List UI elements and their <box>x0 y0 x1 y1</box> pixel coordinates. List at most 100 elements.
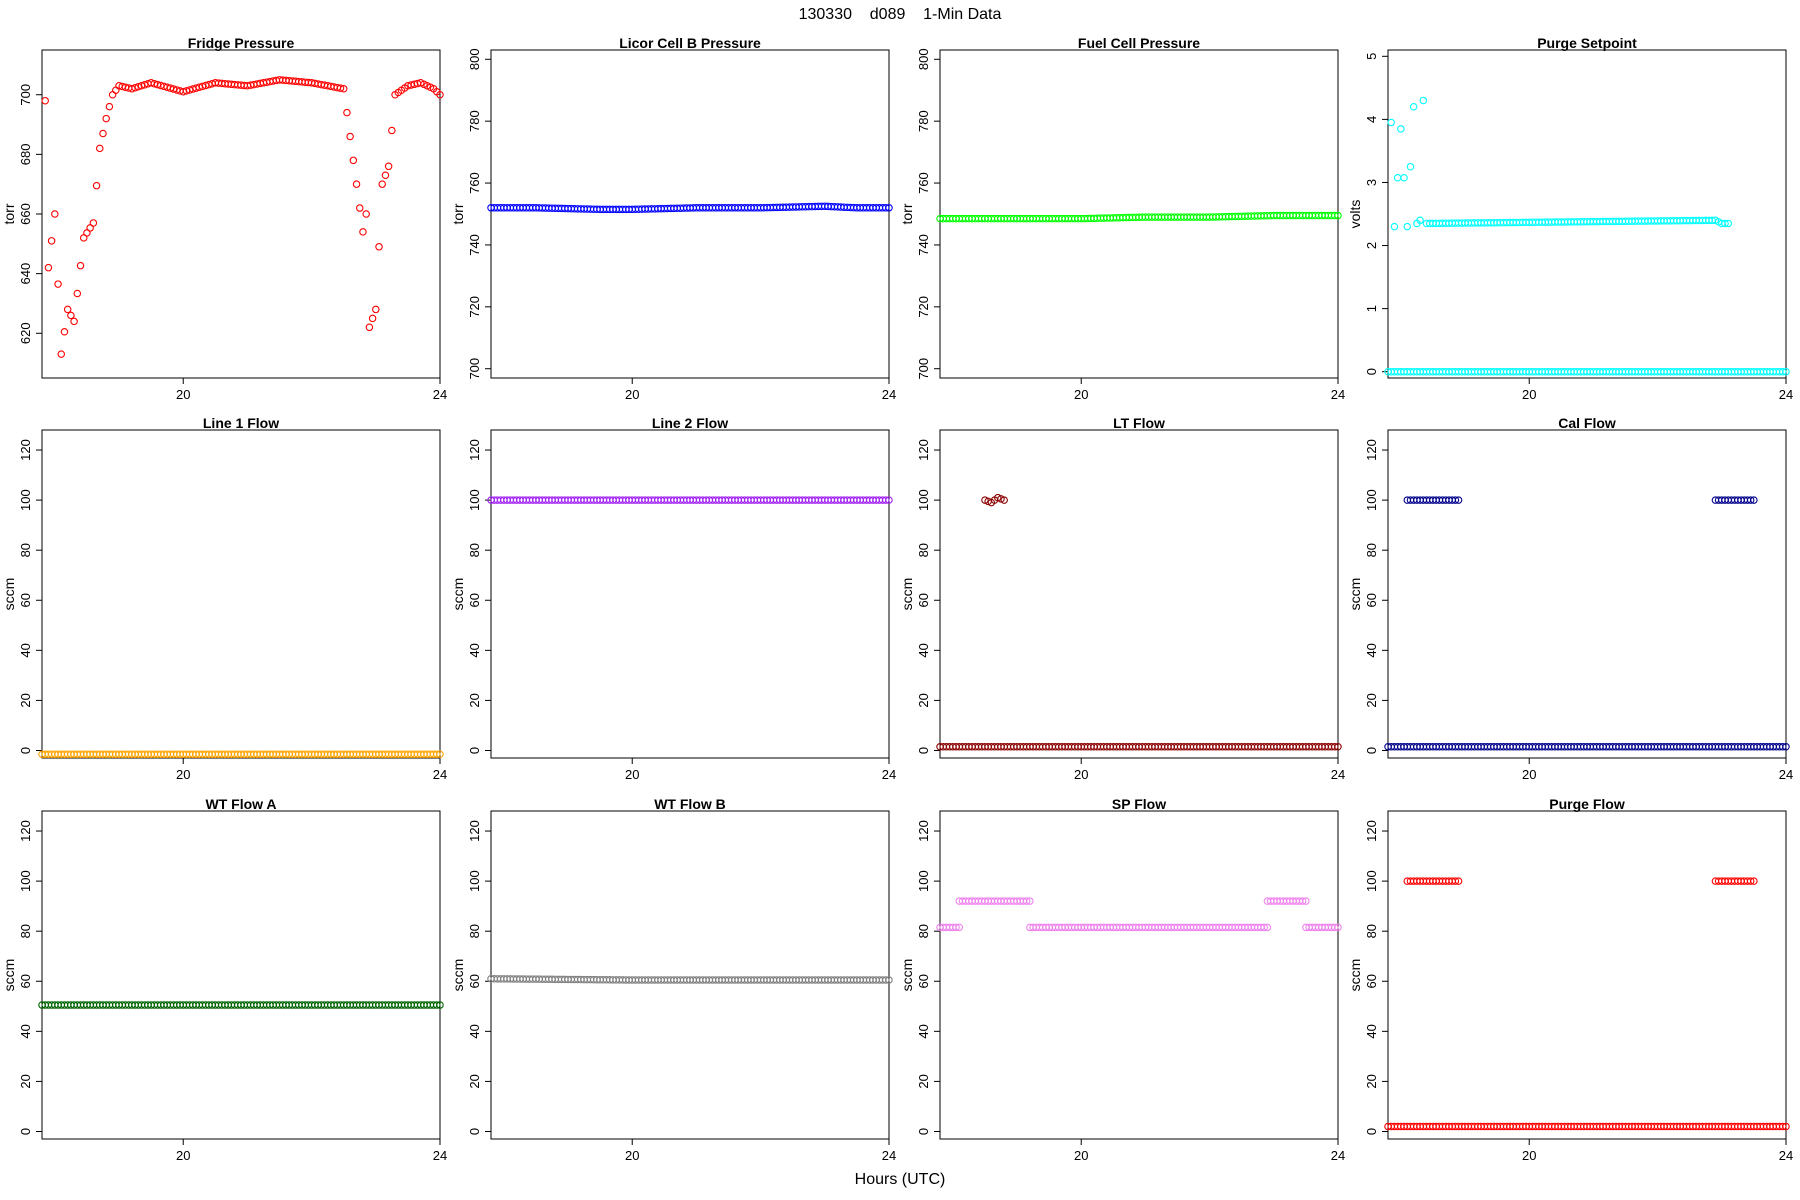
data-point <box>131 84 139 92</box>
data-point <box>885 976 893 984</box>
data-point <box>1782 1122 1790 1131</box>
chart-title: Purge Setpoint <box>1537 35 1637 51</box>
chart-title: Cal Flow <box>1558 415 1616 431</box>
data-point <box>339 85 348 93</box>
plot-frame <box>939 810 1339 1140</box>
data-point <box>981 496 989 504</box>
x-tick-label: 24 <box>433 767 447 782</box>
y-tick-label: 0 <box>1364 747 1379 754</box>
data-point <box>1750 877 1758 885</box>
data-point <box>96 144 104 153</box>
x-tick-label: 24 <box>1779 1148 1793 1163</box>
y-tick-label: 80 <box>18 543 33 557</box>
y-axis-label: torr <box>1 203 17 224</box>
y-tick-label: 1 <box>1364 305 1379 312</box>
data-point <box>1750 496 1758 504</box>
data-point <box>41 96 49 105</box>
y-tick-label: 3 <box>1364 179 1379 186</box>
plot-frame <box>1387 429 1787 759</box>
y-tick-label: 60 <box>1364 593 1379 607</box>
data-point <box>1334 211 1342 220</box>
data-point <box>882 496 890 504</box>
data-point <box>1454 877 1463 885</box>
y-tick-label: 120 <box>916 820 931 842</box>
y-tick-label: 780 <box>467 110 482 132</box>
data-point <box>336 84 345 92</box>
x-tick-label: 20 <box>625 767 639 782</box>
y-tick-label: 0 <box>916 747 931 754</box>
data-point <box>1298 897 1307 905</box>
y-tick-label: 20 <box>916 1074 931 1088</box>
y-tick-label: 100 <box>916 870 931 892</box>
data-point <box>372 305 380 314</box>
y-tick-label: 0 <box>1364 1128 1379 1135</box>
data-point <box>44 263 53 272</box>
data-point <box>1746 877 1755 885</box>
data-point <box>952 923 960 932</box>
data-point <box>57 350 66 358</box>
chart-panel: Fuel Cell Pressure torr 700 720 740 760 780 800… <box>899 35 1345 402</box>
y-tick-label: 640 <box>18 263 33 285</box>
x-tick-label: 24 <box>882 767 896 782</box>
chart-panel: Line 1 Flow sccm 0 20 40 60 80 100 120 20 24 <box>1 415 447 782</box>
y-tick-label: 100 <box>18 489 33 511</box>
y-tick-label: 60 <box>18 974 33 988</box>
y-tick-label: 800 <box>916 48 931 70</box>
data-point <box>343 108 351 117</box>
data-point <box>1387 118 1395 127</box>
x-tick-label: 20 <box>1522 767 1536 782</box>
y-tick-label: 120 <box>467 439 482 461</box>
data-point <box>436 1001 444 1009</box>
y-tick-label: 740 <box>916 234 931 256</box>
y-axis-label: sccm <box>450 578 466 611</box>
data-point <box>134 83 143 91</box>
y-tick-label: 40 <box>18 643 33 657</box>
chart-panel: WT Flow A sccm 0 20 40 60 80 100 120 20 24 <box>1 796 447 1163</box>
x-tick-label: 20 <box>176 1148 190 1163</box>
data-point <box>89 219 98 227</box>
data-point <box>1721 219 1729 228</box>
y-tick-label: 620 <box>18 322 33 344</box>
y-tick-label: 20 <box>18 693 33 707</box>
y-tick-label: 40 <box>916 1024 931 1038</box>
data-point <box>1331 211 1339 220</box>
chart-panel: Purge Flow sccm 0 20 40 60 80 100 120 20 24 <box>1347 796 1793 1163</box>
data-point <box>346 132 354 141</box>
data-point <box>1334 742 1342 751</box>
y-axis-label: torr <box>450 203 466 224</box>
y-tick-label: 740 <box>467 234 482 256</box>
y-tick-label: 20 <box>467 1074 482 1088</box>
data-point <box>1022 897 1031 905</box>
chart-panel: Cal Flow sccm 0 20 40 60 80 100 120 20 24 <box>1347 415 1793 782</box>
y-tick-label: 40 <box>1364 1024 1379 1038</box>
y-tick-label: 60 <box>1364 974 1379 988</box>
x-tick-label: 20 <box>1074 387 1088 402</box>
data-point <box>882 976 890 984</box>
y-tick-label: 60 <box>467 974 482 988</box>
x-tick-label: 20 <box>1074 1148 1088 1163</box>
y-tick-label: 2 <box>1364 242 1379 249</box>
data-point <box>349 156 358 165</box>
y-tick-label: 100 <box>916 489 931 511</box>
data-point <box>51 210 59 218</box>
x-tick-label: 24 <box>1331 767 1345 782</box>
y-tick-label: 120 <box>916 439 931 461</box>
data-point <box>1724 219 1732 228</box>
y-tick-label: 40 <box>467 643 482 657</box>
chart-panel: WT Flow B sccm 0 20 40 60 80 100 120 20 24 <box>450 796 896 1163</box>
plot-frame <box>490 49 890 379</box>
plot-frame <box>490 429 890 759</box>
y-tick-label: 80 <box>18 924 33 938</box>
data-point <box>102 114 110 123</box>
x-tick-label: 24 <box>1779 767 1793 782</box>
data-point <box>1403 222 1412 231</box>
y-tick-label: 80 <box>916 924 931 938</box>
figure-title: 130330 d089 1-Min Data <box>799 6 1002 23</box>
chart-panel: Licor Cell B Pressure torr 700 720 740 760 780… <box>450 35 896 402</box>
plot-frame <box>41 49 441 379</box>
plot-frame <box>41 429 441 759</box>
data-point <box>436 90 444 99</box>
y-tick-label: 100 <box>1364 489 1379 511</box>
y-tick-label: 120 <box>1364 439 1379 461</box>
x-tick-label: 24 <box>882 387 896 402</box>
